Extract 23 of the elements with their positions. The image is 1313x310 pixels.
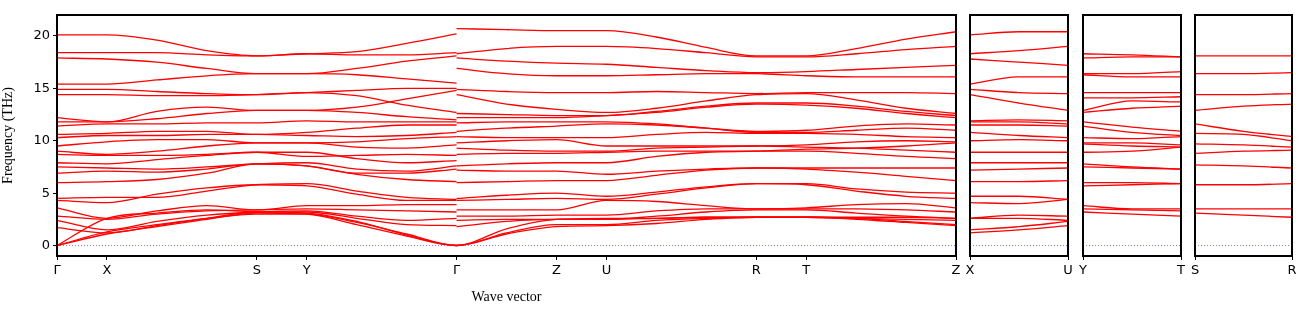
x-tick-label: Γ [53,262,62,278]
y-tick-label: 0 [41,236,50,252]
x-tick-label: R [751,262,761,278]
x-axis-title: Wave vector [471,289,542,305]
x-tick-label: X [102,262,112,278]
x-tick-label: S [1190,262,1200,278]
x-tick-label: Γ [452,262,461,278]
x-tick-label: U [601,262,612,278]
x-tick-label: U [1063,262,1073,278]
y-tick-label: 15 [33,79,50,95]
y-axis-title: Frequency (THz) [0,86,17,184]
x-tick-label: Z [951,262,961,278]
x-tick-label: X [965,262,975,278]
x-tick-label: S [252,262,261,278]
x-tick-label: R [1287,262,1297,278]
x-tick-label: T [1176,262,1186,278]
y-tick-label: 10 [33,132,50,148]
x-tick-label: Y [301,262,311,278]
x-tick-label: T [801,262,811,278]
y-tick-label: 20 [33,27,50,43]
x-tick-label: Z [551,262,561,278]
y-tick-label: 5 [41,184,50,200]
x-tick-label: Y [1078,262,1088,278]
